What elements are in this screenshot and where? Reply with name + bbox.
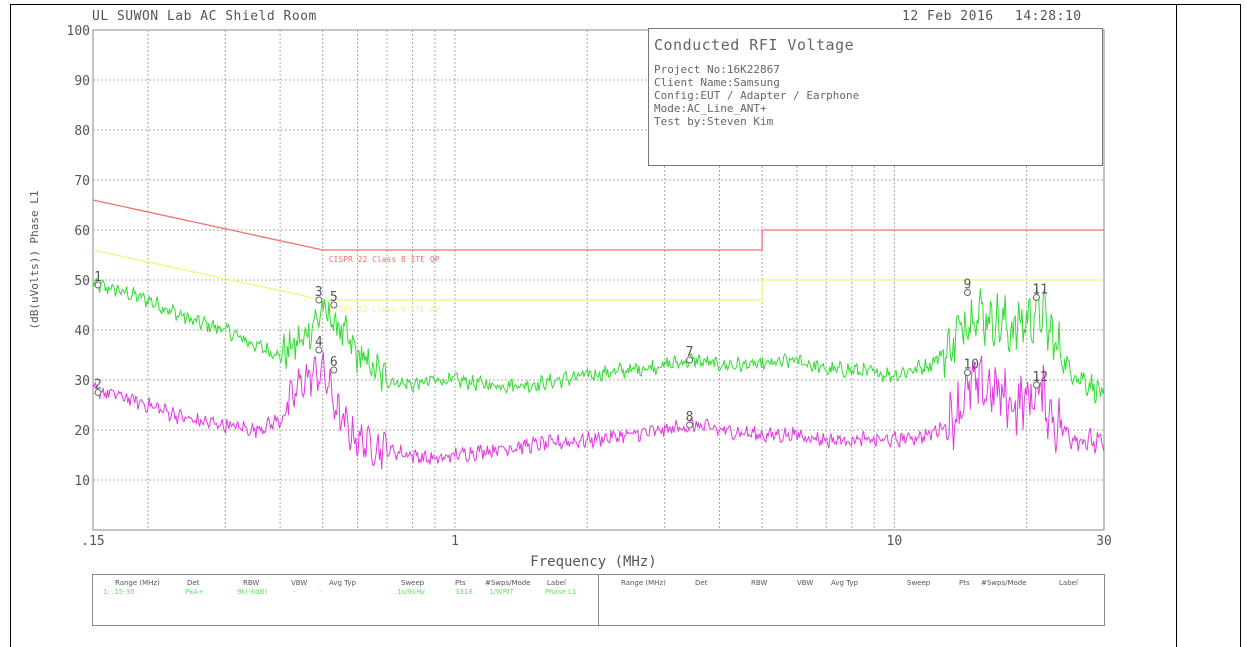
y-tick-label: 10: [74, 474, 90, 489]
info-box: Conducted RFI Voltage Project No:16K2286…: [648, 28, 1103, 166]
marker-label-8: 8: [686, 410, 694, 425]
legend-value-range: 1: .15-30: [103, 588, 135, 596]
marker-label-6: 6: [330, 355, 338, 370]
marker-label-11: 11: [1032, 283, 1048, 298]
marker-12: [1032, 381, 1040, 389]
legend-value-avg-typ: -: [319, 588, 322, 596]
legend-value-vbw: -: [293, 588, 296, 596]
legend-header-avg-typ: Avg Typ: [329, 579, 356, 587]
legend-divider: [598, 575, 599, 625]
y-tick-label: 60: [74, 224, 90, 239]
marker-5: [330, 301, 338, 309]
marker-9: [963, 289, 971, 296]
measurement-legend: Range (MHz) Det RBW VBW Avg Typ Sweep Pt…: [92, 574, 1105, 626]
info-client: Client Name:Samsung: [654, 76, 780, 89]
legend-header-label: Label: [547, 579, 566, 587]
marker-3: [315, 296, 323, 304]
marker-label-2: 2: [94, 378, 102, 393]
qp-limit-line-label: CISPR 22 Class B ITE QP: [329, 255, 440, 264]
legend-value-rbw: 9k(-6dB): [237, 588, 268, 596]
y-tick-label: 70: [74, 174, 90, 189]
avg-limit-line: [92, 249, 1104, 301]
legend-header-pts: Pts: [455, 579, 466, 587]
legend-r-header-pts: Pts: [959, 579, 970, 587]
right-divider: [1176, 4, 1177, 647]
y-axis-label: (dB(uVolts)) Phase L1: [28, 190, 41, 329]
legend-value-pts: 3318: [455, 588, 473, 596]
page-frame: [10, 4, 1241, 647]
marker-11: [1032, 294, 1040, 301]
marker-2: [94, 389, 102, 396]
legend-value-swps-mode: 1/WRIT: [489, 588, 514, 596]
legend-r-header-sweep: Sweep: [907, 579, 931, 587]
y-tick-label: 50: [74, 274, 90, 289]
average-trace: [92, 351, 1105, 470]
info-config: Config:EUT / Adapter / Earphone: [654, 89, 860, 102]
legend-header-swps-mode: #Swps/Mode: [485, 579, 531, 587]
info-mode: Mode:AC_Line_ANT+: [654, 102, 767, 115]
legend-r-header-label: Label: [1059, 579, 1078, 587]
marker-label-3: 3: [315, 285, 323, 300]
marker-4: [315, 346, 323, 354]
peak-trace: [92, 276, 1105, 405]
legend-r-header-det: Det: [695, 579, 708, 587]
x-axis-label: Frequency (MHz): [530, 554, 656, 570]
legend-header-sweep: Sweep: [401, 579, 425, 587]
x-tick-label: 10: [887, 534, 903, 549]
y-tick-label: 20: [74, 424, 90, 439]
marker-1: [94, 281, 102, 289]
marker-6: [330, 366, 338, 374]
legend-value-label: Phase L1: [545, 588, 577, 596]
y-tick-label: 90: [74, 74, 90, 89]
legend-r-header-rbw: RBW: [751, 579, 768, 587]
x-tick-label: 1: [451, 534, 459, 549]
info-title: Conducted RFI Voltage: [654, 36, 855, 54]
legend-r-header-range: Range (MHz): [621, 579, 666, 587]
legend-r-header-swps-mode: #Swps/Mode: [981, 579, 1027, 587]
info-project: Project No:16K22867: [654, 63, 780, 76]
y-tick-label: 100: [67, 24, 90, 39]
y-tick-label: 30: [74, 374, 90, 389]
qp-limit-line: [92, 199, 1104, 251]
x-tick-label: 30: [1096, 534, 1112, 549]
legend-r-header-vbw: VBW: [797, 579, 814, 587]
lab-name: UL SUWON Lab AC Shield Room: [92, 9, 317, 24]
legend-header-det: Det: [187, 579, 200, 587]
marker-label-12: 12: [1032, 370, 1048, 385]
test-time: 14:28:10: [1015, 9, 1082, 24]
legend-value-det: PkA+: [185, 588, 204, 596]
marker-label-1: 1: [94, 270, 102, 285]
y-tick-label: 80: [74, 124, 90, 139]
info-tester: Test by:Steven Kim: [654, 115, 774, 128]
marker-label-10: 10: [963, 358, 979, 373]
legend-r-header-avg-typ: Avg Typ: [831, 579, 858, 587]
legend-header-rbw: RBW: [243, 579, 260, 587]
x-tick-label: .15: [81, 534, 104, 549]
marker-10: [963, 369, 971, 376]
marker-label-5: 5: [330, 290, 338, 305]
test-date: 12 Feb 2016: [902, 9, 994, 24]
y-tick-label: 40: [74, 324, 90, 339]
marker-label-4: 4: [315, 335, 323, 350]
marker-7: [686, 356, 694, 364]
marker-8: [686, 421, 694, 429]
legend-header-range: Range (MHz): [115, 579, 160, 587]
marker-label-9: 9: [963, 278, 971, 293]
legend-value-sweep: .1s/9kHz: [395, 588, 426, 596]
legend-header-vbw: VBW: [291, 579, 308, 587]
marker-label-7: 7: [686, 345, 694, 360]
avg-limit-line-label: CISPR 22 Class B ITE AV: [329, 305, 440, 314]
